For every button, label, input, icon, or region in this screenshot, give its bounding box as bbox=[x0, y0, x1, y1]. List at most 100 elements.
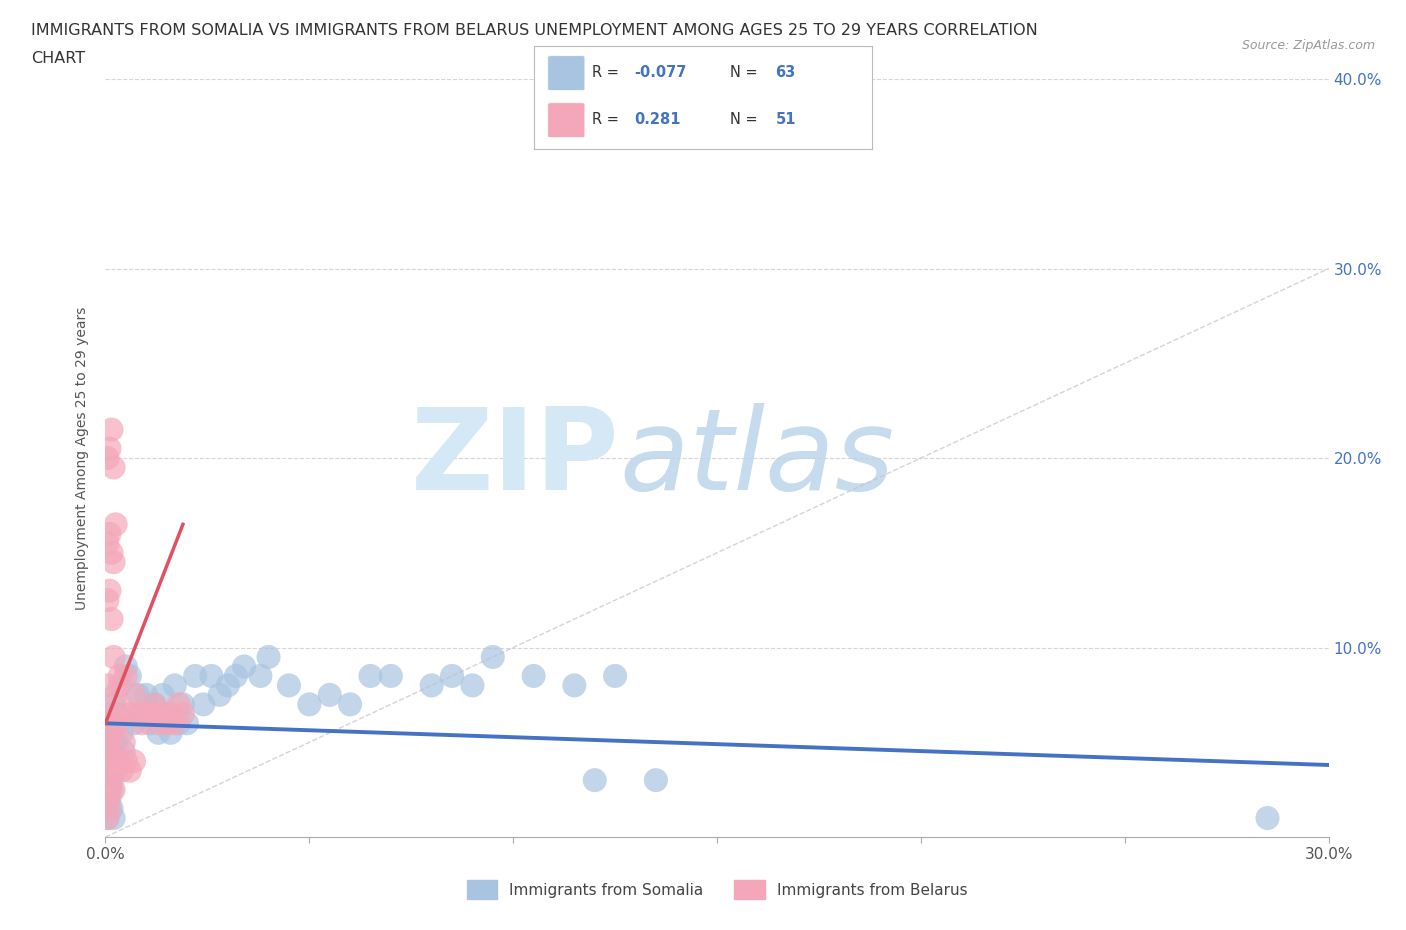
Point bbox=[172, 707, 194, 722]
Text: IMMIGRANTS FROM SOMALIA VS IMMIGRANTS FROM BELARUS UNEMPLOYMENT AMONG AGES 25 TO: IMMIGRANTS FROM SOMALIA VS IMMIGRANTS FR… bbox=[31, 23, 1038, 38]
Point bbox=[233, 659, 256, 674]
Point bbox=[115, 669, 138, 684]
Point bbox=[115, 659, 138, 674]
Point bbox=[96, 811, 118, 826]
Point bbox=[139, 716, 162, 731]
Text: Source: ZipAtlas.com: Source: ZipAtlas.com bbox=[1241, 39, 1375, 52]
Point bbox=[420, 678, 443, 693]
Point bbox=[96, 791, 118, 806]
Point bbox=[131, 707, 153, 722]
Point bbox=[217, 678, 239, 693]
Point bbox=[107, 707, 129, 722]
Text: N =: N = bbox=[730, 113, 762, 127]
Point bbox=[127, 707, 149, 722]
Point bbox=[143, 697, 166, 711]
Point bbox=[111, 725, 134, 740]
Point bbox=[100, 744, 122, 759]
Point bbox=[176, 716, 198, 731]
Point bbox=[104, 764, 127, 778]
Point bbox=[98, 791, 121, 806]
Point bbox=[163, 678, 186, 693]
Text: 63: 63 bbox=[776, 65, 796, 80]
Text: N =: N = bbox=[730, 65, 762, 80]
Point bbox=[184, 669, 207, 684]
Point bbox=[122, 687, 145, 702]
Point bbox=[193, 697, 215, 711]
Point bbox=[583, 773, 606, 788]
Point bbox=[339, 697, 361, 711]
Text: 0.281: 0.281 bbox=[634, 113, 681, 127]
Text: R =: R = bbox=[592, 113, 623, 127]
Legend: Immigrants from Somalia, Immigrants from Belarus: Immigrants from Somalia, Immigrants from… bbox=[460, 874, 974, 905]
Point bbox=[249, 669, 271, 684]
Point bbox=[104, 735, 127, 750]
Point bbox=[103, 460, 125, 475]
Point bbox=[96, 716, 118, 731]
Point bbox=[318, 687, 342, 702]
Point bbox=[103, 782, 125, 797]
Point bbox=[159, 707, 181, 722]
Point bbox=[118, 707, 141, 722]
Point bbox=[481, 649, 505, 664]
Point bbox=[98, 782, 121, 797]
Point bbox=[98, 725, 121, 740]
Point bbox=[156, 707, 179, 722]
Point bbox=[167, 716, 190, 731]
Point bbox=[135, 707, 157, 722]
Point bbox=[208, 687, 231, 702]
Point bbox=[100, 782, 122, 797]
Point bbox=[131, 716, 153, 731]
Point bbox=[108, 669, 131, 684]
Point bbox=[96, 592, 118, 607]
Text: CHART: CHART bbox=[31, 51, 84, 66]
Point bbox=[98, 764, 121, 778]
Y-axis label: Unemployment Among Ages 25 to 29 years: Unemployment Among Ages 25 to 29 years bbox=[76, 306, 90, 610]
Point bbox=[96, 753, 118, 768]
Point bbox=[118, 669, 141, 684]
Point bbox=[96, 791, 118, 806]
Point bbox=[98, 583, 121, 598]
Point bbox=[278, 678, 301, 693]
Point bbox=[127, 687, 149, 702]
Point bbox=[111, 764, 134, 778]
Point bbox=[100, 801, 122, 816]
Point bbox=[98, 707, 121, 722]
Point bbox=[135, 687, 157, 702]
Point bbox=[98, 735, 121, 750]
Point bbox=[225, 669, 247, 684]
Point bbox=[523, 669, 546, 684]
Text: atlas: atlas bbox=[619, 403, 894, 513]
Point bbox=[96, 678, 118, 693]
Point bbox=[96, 451, 118, 466]
Text: 51: 51 bbox=[776, 113, 796, 127]
Point bbox=[96, 744, 118, 759]
Point bbox=[103, 649, 125, 664]
Point bbox=[441, 669, 464, 684]
Point bbox=[360, 669, 382, 684]
Point bbox=[122, 753, 145, 768]
Point bbox=[115, 753, 138, 768]
Point bbox=[148, 716, 170, 731]
Point bbox=[96, 536, 118, 551]
Point bbox=[100, 422, 122, 437]
Point bbox=[380, 669, 402, 684]
Point bbox=[100, 753, 122, 768]
Point bbox=[644, 773, 668, 788]
Point bbox=[107, 716, 129, 731]
Point bbox=[167, 697, 190, 711]
Point bbox=[148, 725, 170, 740]
Point bbox=[562, 678, 586, 693]
Point bbox=[107, 753, 129, 768]
Point bbox=[143, 697, 166, 711]
Text: -0.077: -0.077 bbox=[634, 65, 686, 80]
Point bbox=[1256, 811, 1278, 826]
Point bbox=[98, 735, 121, 750]
Point bbox=[122, 716, 145, 731]
Point bbox=[111, 707, 134, 722]
Point bbox=[112, 735, 135, 750]
Point bbox=[96, 811, 118, 826]
Point bbox=[98, 441, 121, 456]
Point bbox=[107, 753, 129, 768]
Point bbox=[139, 707, 162, 722]
Point bbox=[461, 678, 484, 693]
